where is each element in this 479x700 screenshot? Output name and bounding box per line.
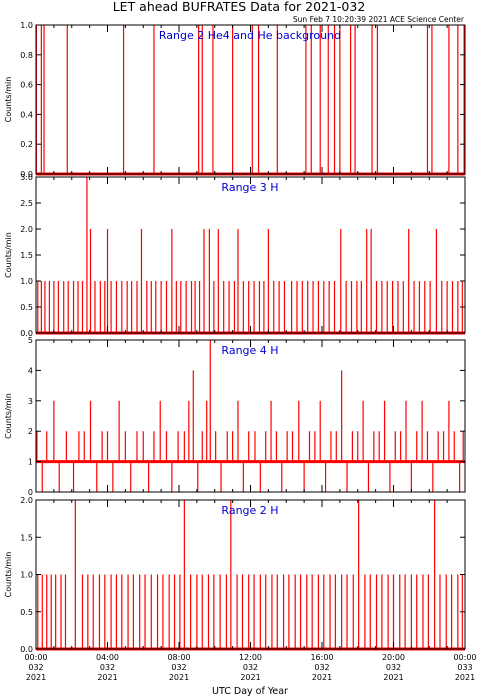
- x-axis-label: UTC Day of Year: [212, 686, 288, 697]
- x-tick-doy-label: 032: [100, 663, 115, 672]
- x-tick-doy-label: 032: [171, 663, 186, 672]
- x-tick-year-label: 2021: [26, 673, 46, 682]
- x-tick-year-label: 2021: [169, 673, 189, 682]
- x-tick-year-label: 2021: [383, 673, 403, 682]
- y-tick-label: 0.8: [20, 51, 33, 60]
- y-axis-label: Counts/min: [4, 77, 13, 123]
- panel-label: Range 4 H: [221, 344, 278, 357]
- y-tick-label: 4: [28, 366, 33, 375]
- y-tick-label: 2: [28, 427, 33, 436]
- x-tick-time-label: 00:00: [24, 653, 47, 662]
- chart-panel-4: 0.0 0.5 1.0 1.5 2.0 Counts/min Range 2 H: [4, 496, 466, 654]
- y-tick-label: 0.0: [20, 645, 33, 654]
- x-axis: 00:00032202104:00032202108:00032202112:0…: [24, 653, 476, 682]
- x-tick-time-label: 20:00: [382, 653, 405, 662]
- y-tick-label: 0: [28, 488, 33, 497]
- y-tick-label: 0.5: [20, 303, 33, 312]
- panel-frame: [35, 24, 466, 175]
- x-tick-doy-label: 032: [28, 663, 43, 672]
- y-tick-label: 2.5: [20, 199, 33, 208]
- y-tick-label: 1.0: [20, 21, 33, 30]
- x-tick-year-label: 2021: [312, 673, 332, 682]
- x-tick-doy-label: 032: [243, 663, 258, 672]
- chart-panels: 0.0 0.2 0.4 0.6 0.8 1.0 Counts/min Range 2 He4 …: [4, 21, 466, 654]
- figure-title: LET ahead BUFRATES Data for 2021-032: [113, 0, 366, 14]
- x-tick-time-label: 00:00: [453, 653, 476, 662]
- y-tick-label: 0.6: [20, 81, 33, 90]
- y-tick-label: 5: [28, 336, 33, 345]
- y-tick-label: 0.5: [20, 608, 33, 617]
- y-tick-label: 0.0: [20, 170, 33, 179]
- y-tick-label: 3: [28, 397, 33, 406]
- x-tick-time-label: 12:00: [239, 653, 262, 662]
- x-tick-doy-label: 032: [314, 663, 329, 672]
- x-tick-time-label: 16:00: [310, 653, 333, 662]
- chart-panel-1: 0.0 0.2 0.4 0.6 0.8 1.0 Counts/min Range 2 He4 …: [4, 21, 466, 179]
- panel-label: Range 3 H: [221, 181, 278, 194]
- y-tick-label: 1.0: [20, 571, 33, 580]
- chart-panel-2: 0.0 0.5 1.0 1.5 2.0 2.5 3.0 Counts/min Range 3 H: [4, 173, 466, 338]
- y-tick-label: 3.0: [20, 173, 33, 182]
- x-tick-time-label: 04:00: [96, 653, 119, 662]
- y-tick-label: 1.5: [20, 533, 33, 542]
- y-tick-label: 0.0: [20, 329, 33, 338]
- chart-panel-3: 0 1 2 3 4 5 Counts/min Range 4 H: [4, 336, 466, 497]
- y-axis-label: Counts/min: [4, 393, 13, 439]
- panel-label: Range 2 He4 and He background: [159, 29, 341, 42]
- x-tick-year-label: 2021: [455, 673, 475, 682]
- y-tick-label: 0.2: [20, 140, 33, 149]
- panel-frame: [35, 499, 466, 650]
- y-axis-label: Counts/min: [4, 552, 13, 598]
- panel-frame: [35, 339, 466, 493]
- x-tick-doy-label: 033: [457, 663, 472, 672]
- y-tick-label: 2.0: [20, 225, 33, 234]
- x-tick-time-label: 08:00: [167, 653, 190, 662]
- y-tick-label: 1: [28, 458, 33, 467]
- panel-label: Range 2 H: [221, 504, 278, 517]
- x-tick-doy-label: 032: [386, 663, 401, 672]
- y-tick-label: 1.5: [20, 251, 33, 260]
- y-axis-label: Counts/min: [4, 232, 13, 278]
- y-tick-label: 1.0: [20, 277, 33, 286]
- y-tick-label: 0.4: [20, 110, 33, 119]
- y-tick-label: 2.0: [20, 496, 33, 505]
- x-tick-year-label: 2021: [240, 673, 260, 682]
- generation-timestamp: Sun Feb 7 10:20:39 2021 ACE Science Cent…: [293, 15, 465, 24]
- x-tick-year-label: 2021: [97, 673, 117, 682]
